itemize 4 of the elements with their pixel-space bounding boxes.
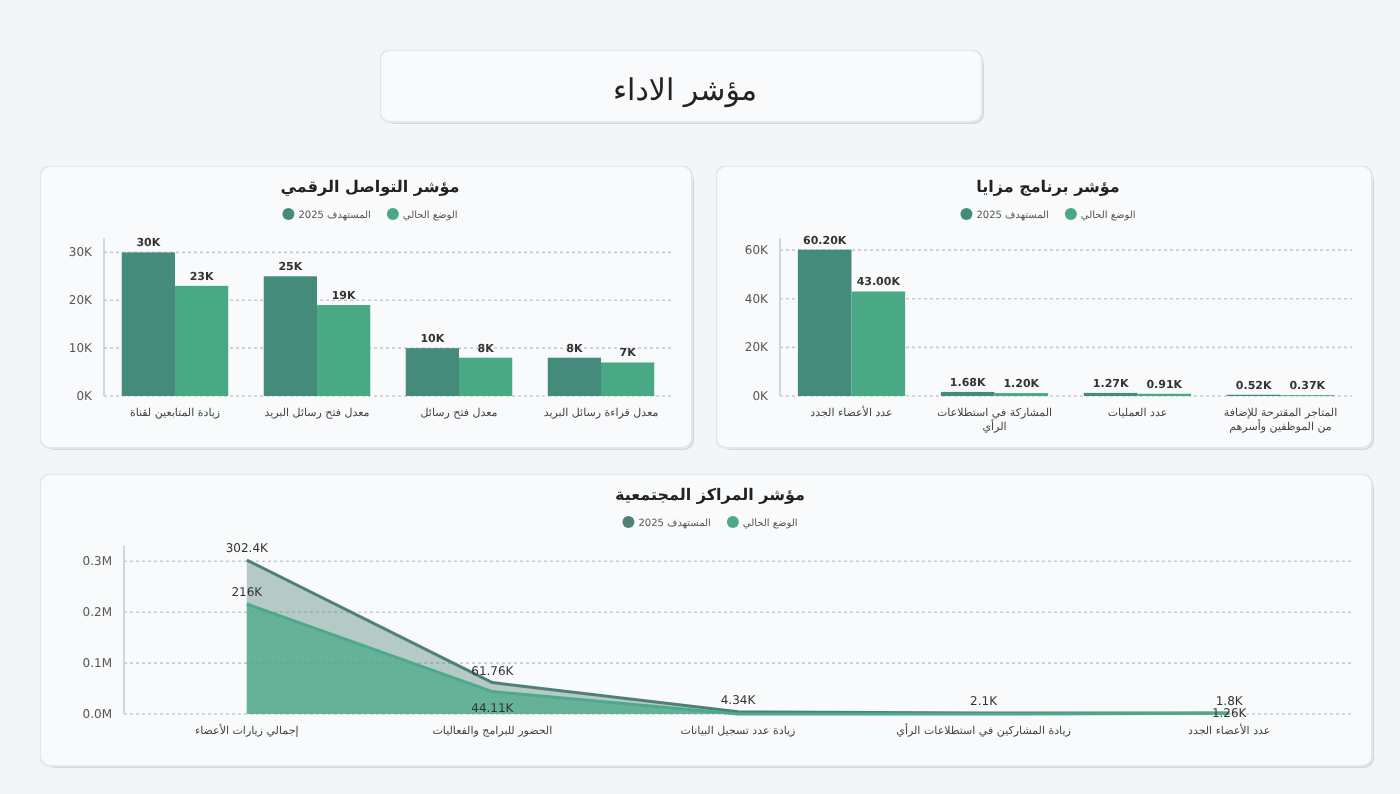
chart-title: مؤشر المراكز المجتمعية (615, 486, 806, 504)
chart-title: مؤشر برنامج مزايا (976, 178, 1120, 196)
chart-title: مؤشر التواصل الرقمي (280, 178, 460, 196)
text: مؤشر الاداء (612, 72, 758, 108)
